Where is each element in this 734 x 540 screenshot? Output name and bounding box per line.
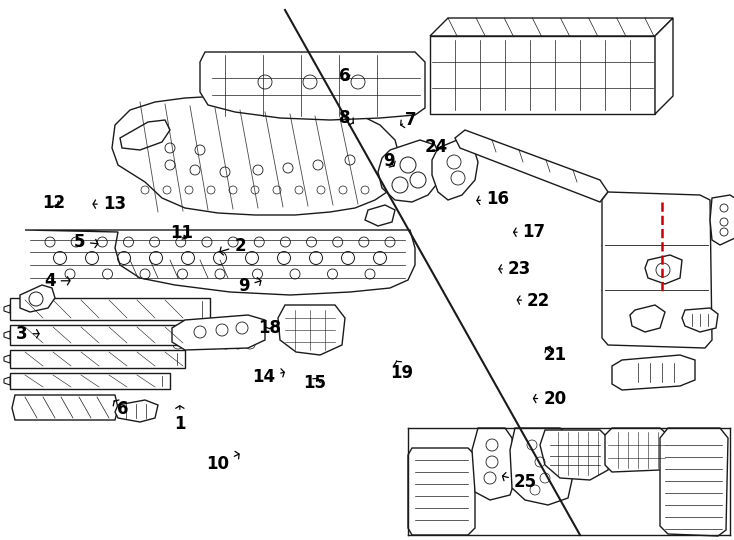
Polygon shape bbox=[660, 428, 728, 536]
Polygon shape bbox=[378, 140, 442, 202]
Polygon shape bbox=[655, 18, 673, 114]
Text: 7: 7 bbox=[401, 111, 417, 129]
Polygon shape bbox=[10, 298, 210, 320]
Text: 23: 23 bbox=[499, 260, 531, 278]
Text: 11: 11 bbox=[170, 224, 194, 242]
Text: 16: 16 bbox=[477, 190, 509, 208]
Text: 12: 12 bbox=[43, 193, 66, 212]
Polygon shape bbox=[25, 230, 415, 295]
Polygon shape bbox=[710, 195, 734, 245]
Polygon shape bbox=[455, 130, 608, 202]
Polygon shape bbox=[430, 36, 655, 114]
Polygon shape bbox=[200, 52, 425, 120]
Polygon shape bbox=[10, 350, 185, 368]
Polygon shape bbox=[172, 315, 265, 350]
Polygon shape bbox=[510, 428, 572, 505]
Polygon shape bbox=[4, 305, 10, 313]
Polygon shape bbox=[4, 377, 10, 385]
Polygon shape bbox=[408, 448, 475, 535]
Polygon shape bbox=[432, 138, 478, 200]
Text: 5: 5 bbox=[73, 233, 98, 251]
Polygon shape bbox=[472, 428, 515, 500]
Polygon shape bbox=[365, 205, 395, 226]
Polygon shape bbox=[278, 305, 345, 355]
Text: 6: 6 bbox=[339, 66, 351, 85]
Polygon shape bbox=[115, 400, 158, 422]
Text: 8: 8 bbox=[339, 109, 354, 127]
Text: 9: 9 bbox=[383, 152, 395, 170]
Polygon shape bbox=[630, 305, 665, 332]
Text: 15: 15 bbox=[304, 374, 327, 393]
Polygon shape bbox=[430, 18, 673, 36]
Text: 6: 6 bbox=[113, 400, 128, 418]
Polygon shape bbox=[602, 192, 712, 348]
Polygon shape bbox=[10, 325, 198, 345]
Polygon shape bbox=[4, 331, 10, 339]
Text: 4: 4 bbox=[44, 272, 70, 290]
Text: 9: 9 bbox=[238, 277, 261, 295]
Text: 14: 14 bbox=[252, 368, 284, 386]
Polygon shape bbox=[605, 428, 668, 472]
Polygon shape bbox=[20, 285, 55, 312]
Polygon shape bbox=[612, 355, 695, 390]
Text: 3: 3 bbox=[16, 325, 39, 343]
Polygon shape bbox=[120, 120, 170, 150]
Text: 20: 20 bbox=[534, 389, 567, 408]
Text: 1: 1 bbox=[174, 406, 186, 433]
Text: 24: 24 bbox=[424, 138, 448, 156]
Polygon shape bbox=[10, 373, 170, 389]
Text: 22: 22 bbox=[517, 292, 550, 310]
Polygon shape bbox=[112, 96, 400, 215]
Text: 19: 19 bbox=[390, 361, 414, 382]
Text: 21: 21 bbox=[543, 346, 567, 364]
Text: 25: 25 bbox=[503, 472, 537, 491]
Text: 13: 13 bbox=[93, 195, 126, 213]
Polygon shape bbox=[12, 395, 118, 420]
Polygon shape bbox=[645, 255, 682, 284]
Text: 2: 2 bbox=[220, 237, 246, 255]
Text: 10: 10 bbox=[206, 451, 239, 474]
Text: 17: 17 bbox=[514, 223, 546, 241]
Polygon shape bbox=[4, 355, 10, 363]
Polygon shape bbox=[540, 430, 612, 480]
Text: 18: 18 bbox=[258, 319, 281, 338]
Polygon shape bbox=[682, 308, 718, 332]
